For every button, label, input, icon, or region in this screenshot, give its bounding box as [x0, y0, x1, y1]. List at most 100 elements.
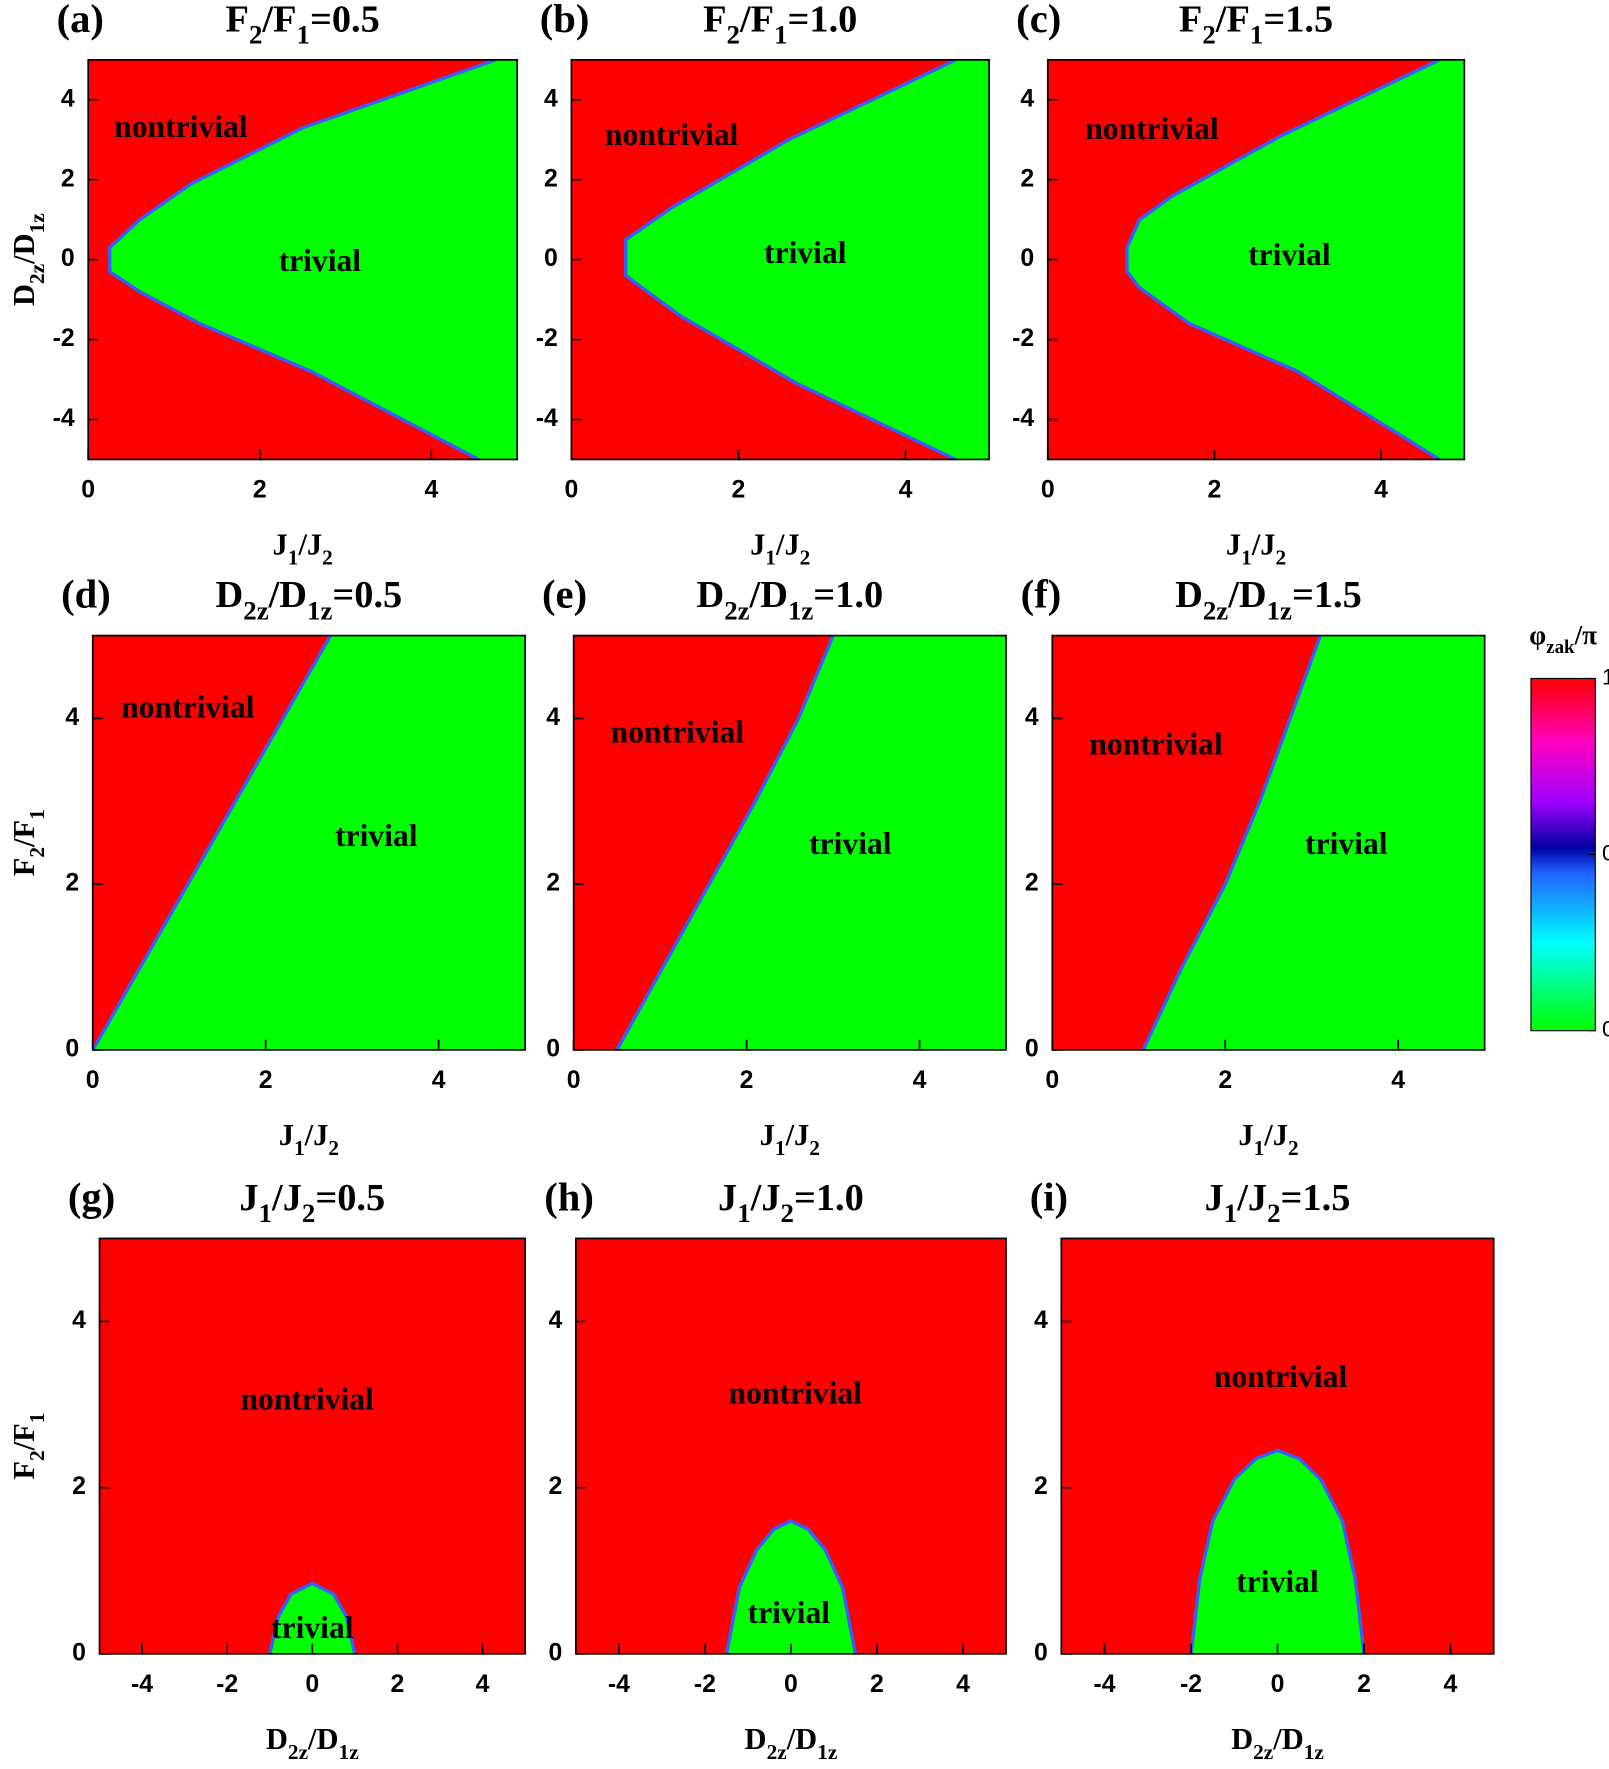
phase-boundary: [268, 1581, 357, 1654]
plot-frame: [572, 634, 1007, 1051]
panel-title: J1/J2=1.5: [1205, 1177, 1351, 1228]
x-axis-label: J1/J2: [1226, 528, 1286, 570]
y-tick-label: 4: [546, 704, 560, 731]
region-annotation: trivial: [1248, 237, 1331, 272]
x-tick-label: 0: [1045, 1067, 1059, 1094]
y-tick-label: 2: [544, 165, 558, 192]
x-tick-label: 0: [1041, 477, 1055, 504]
x-tick-label: 0: [305, 1671, 319, 1698]
phase-boundary: [1125, 59, 1441, 460]
panel: -4 -2 0 2 4 0 2 4 (g) J1/J2=0.5 D2z/D1z F2/F1 nontri…: [7, 1174, 526, 1764]
x-tick-label: -2: [694, 1671, 716, 1698]
panel-label: (f): [1021, 572, 1062, 617]
x-tick-label: 4: [1391, 1067, 1405, 1094]
x-axis-label: D2z/D1z: [745, 1722, 838, 1764]
region-annotation: trivial: [809, 826, 892, 861]
region-annotation: trivial: [271, 1610, 354, 1645]
x-tick-label: 4: [1374, 477, 1388, 504]
y-tick-label: 4: [549, 1307, 563, 1334]
trivial-region: [1191, 1450, 1364, 1654]
panel-title: D2z/D1z=1.0: [696, 574, 883, 625]
panel-title: F2/F1=1.0: [703, 0, 857, 50]
x-tick-label: 2: [870, 1671, 884, 1698]
colorbar-tick-label: 1: [1602, 664, 1609, 689]
region-annotation: nontrivial: [121, 689, 255, 724]
x-tick-label: 4: [424, 477, 438, 504]
x-axis-label: D2z/D1z: [266, 1722, 359, 1764]
trivial-region: [269, 1583, 355, 1654]
panel: 0 2 4 0 2 4 (f) D2z/D1z=1.5 J1/J2 nontrivial trivi…: [1021, 572, 1486, 1160]
x-tick-label: 4: [476, 1671, 490, 1698]
x-tick-label: 0: [81, 477, 95, 504]
x-tick-label: -4: [131, 1671, 153, 1698]
x-tick-label: 4: [432, 1067, 446, 1094]
region-annotation: nontrivial: [1085, 111, 1219, 146]
region-annotation: trivial: [764, 235, 847, 270]
x-tick-label: 0: [567, 1067, 581, 1094]
region-annotation: nontrivial: [114, 109, 248, 144]
phase-boundary: [724, 1519, 858, 1654]
trivial-region: [92, 635, 526, 1050]
panel-title: J1/J2=0.5: [239, 1177, 385, 1228]
panel-label: (a): [57, 0, 104, 41]
trivial-region: [726, 1520, 856, 1654]
y-tick-label: 0: [1020, 245, 1034, 272]
trivial-region: [1143, 635, 1485, 1050]
y-tick-label: 4: [72, 1307, 86, 1334]
x-tick-label: -4: [608, 1671, 630, 1698]
x-tick-label: 0: [784, 1671, 798, 1698]
x-tick-label: 0: [564, 477, 578, 504]
y-tick-label: 2: [1025, 870, 1039, 897]
y-tick-label: 2: [546, 870, 560, 897]
region-annotation: trivial: [1305, 826, 1388, 861]
panel: 0 2 4 0 2 4 (e) D2z/D1z=1.0 J1/J2 nontrivial trivi…: [542, 572, 1007, 1160]
region-annotation: nontrivial: [605, 117, 739, 152]
x-tick-label: 4: [956, 1671, 970, 1698]
y-tick-label: -4: [53, 405, 75, 432]
phase-boundary: [1189, 1448, 1366, 1654]
x-axis-label: J1/J2: [279, 1118, 339, 1160]
y-tick-label: 0: [544, 245, 558, 272]
y-tick-label: 2: [65, 870, 79, 897]
y-tick-label: 0: [549, 1639, 563, 1666]
trivial-region: [616, 635, 1007, 1050]
trivial-region: [625, 59, 990, 460]
y-tick-label: -2: [1012, 325, 1034, 352]
region-annotation: trivial: [279, 243, 362, 278]
x-tick-label: 2: [732, 477, 746, 504]
phase-boundary: [623, 59, 957, 460]
y-tick-label: 0: [1034, 1639, 1048, 1666]
y-tick-label: 4: [544, 85, 558, 112]
x-tick-label: 2: [391, 1671, 405, 1698]
panel-label: (g): [68, 1174, 115, 1219]
region-annotation: nontrivial: [729, 1376, 863, 1411]
y-tick-label: 0: [61, 245, 75, 272]
y-tick-label: 4: [1034, 1307, 1048, 1334]
panel-title: J1/J2=1.0: [718, 1177, 864, 1228]
colorbar-tick-label: 0.5: [1602, 841, 1609, 866]
plot-frame: [1051, 634, 1486, 1051]
panel-title: D2z/D1z=0.5: [216, 574, 403, 625]
panel-title: F2/F1=1.5: [1179, 0, 1333, 50]
panel-label: (b): [540, 0, 590, 41]
panel-label: (h): [544, 1174, 594, 1219]
y-axis-label: F2/F1: [7, 809, 49, 876]
region-annotation: nontrivial: [240, 1381, 374, 1416]
x-tick-label: -2: [1180, 1671, 1202, 1698]
x-tick-label: -4: [1094, 1671, 1116, 1698]
x-tick-label: 4: [913, 1067, 927, 1094]
panel: 0 2 4 0 2 4 (d) D2z/D1z=0.5 J1/J2 F2/F1 nontrivial…: [7, 572, 526, 1160]
region-annotation: nontrivial: [1089, 727, 1223, 762]
x-axis-label: J1/J2: [760, 1118, 820, 1160]
panel-label: (e): [542, 572, 587, 617]
x-axis-label: J1/J2: [750, 528, 810, 570]
y-tick-label: -2: [53, 325, 75, 352]
region-annotation: trivial: [1236, 1564, 1319, 1599]
panel-title: F2/F1=0.5: [226, 0, 380, 50]
panel: 0 2 4 -4 -2 0 2 4 (a) F2/F1=0.5 J1/J2 D2z/D1z nontri…: [7, 0, 519, 570]
x-tick-label: 0: [86, 1067, 100, 1094]
y-tick-label: 4: [1020, 85, 1034, 112]
phase-boundary: [107, 59, 497, 460]
y-tick-label: 2: [1034, 1473, 1048, 1500]
x-axis-label: J1/J2: [273, 528, 333, 570]
